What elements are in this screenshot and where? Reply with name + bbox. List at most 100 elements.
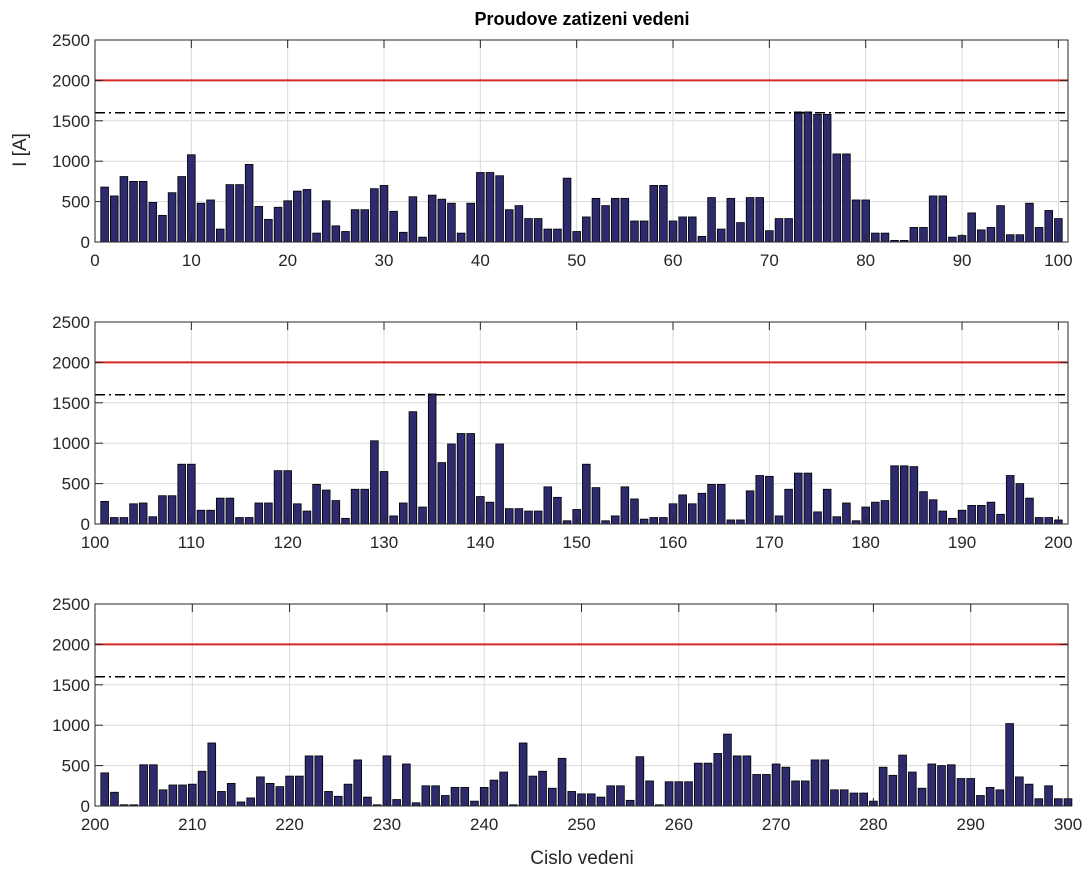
bar [321, 489, 331, 525]
y-tick-label: 0 [81, 515, 90, 534]
bar [908, 771, 917, 807]
bar [304, 755, 314, 807]
bar [392, 799, 401, 807]
bar [639, 518, 649, 525]
bar [312, 484, 321, 525]
bar [148, 202, 158, 243]
bar [235, 184, 244, 243]
bar [967, 212, 976, 243]
bar [851, 199, 861, 243]
bar [460, 787, 470, 807]
bar [321, 200, 331, 243]
bar [293, 190, 302, 243]
bar [610, 197, 620, 243]
bar [264, 502, 273, 525]
bar [601, 205, 610, 243]
bar [919, 227, 928, 243]
y-tick-label: 2000 [52, 353, 90, 372]
bar [244, 164, 254, 243]
bar [456, 232, 466, 243]
bar [938, 195, 948, 243]
bar [178, 784, 187, 807]
bar [937, 765, 946, 807]
bar [878, 766, 888, 807]
x-tick-label: 100 [81, 533, 109, 552]
bar [830, 789, 839, 807]
bar [235, 517, 244, 525]
bar [736, 222, 745, 243]
bar [813, 511, 822, 525]
bar [996, 513, 1005, 525]
bar [138, 180, 148, 243]
bar [899, 465, 909, 525]
bar [707, 197, 716, 243]
bar [678, 494, 687, 525]
bar [774, 515, 784, 525]
bar [781, 766, 791, 807]
bar [726, 519, 736, 525]
bar [553, 496, 562, 525]
bar [562, 177, 572, 243]
bar [389, 210, 398, 243]
bar [504, 209, 514, 243]
bar [927, 763, 937, 807]
bar [353, 759, 363, 807]
bar [645, 780, 654, 807]
bar [842, 153, 851, 243]
bar [402, 763, 411, 807]
bar [196, 509, 206, 525]
x-tick-label: 120 [273, 533, 301, 552]
bar [880, 232, 890, 243]
bar [707, 484, 716, 525]
bar [784, 218, 793, 243]
bar [697, 492, 707, 525]
bar [976, 795, 985, 807]
x-tick-label: 80 [856, 251, 875, 270]
y-tick-label: 1000 [52, 434, 90, 453]
bar [716, 484, 726, 525]
bar [703, 762, 713, 807]
bar [871, 232, 880, 243]
bar [129, 503, 138, 525]
bar [888, 774, 898, 807]
x-tick-label: 270 [762, 815, 790, 834]
bar [956, 778, 966, 807]
y-tick-label: 500 [62, 757, 90, 776]
bar [215, 497, 225, 525]
bar [370, 188, 379, 243]
bar [341, 517, 350, 525]
bar [324, 791, 333, 807]
bar [302, 189, 312, 243]
x-tick-label: 140 [466, 533, 494, 552]
bar [167, 495, 177, 525]
bar [370, 440, 379, 525]
bar [635, 756, 645, 807]
bar [1034, 227, 1044, 243]
x-tick-label: 20 [278, 251, 297, 270]
bar [1015, 483, 1025, 525]
bar [859, 792, 868, 807]
bar [293, 503, 302, 525]
bar [1025, 497, 1034, 525]
bar [314, 755, 324, 807]
bar [295, 775, 304, 807]
bar [639, 220, 649, 243]
bar [898, 754, 907, 807]
bar [755, 197, 764, 243]
bar [1005, 475, 1015, 525]
bar [849, 792, 859, 807]
x-tick-label: 280 [859, 815, 887, 834]
bar [236, 801, 246, 807]
y-tick-label: 500 [62, 193, 90, 212]
bar [302, 510, 312, 525]
bar [1005, 234, 1015, 243]
bar [996, 205, 1005, 243]
bar [977, 229, 986, 243]
y-tick-label: 0 [81, 797, 90, 816]
bar [948, 236, 957, 243]
bar [504, 508, 514, 525]
bar [399, 231, 408, 243]
bar [421, 785, 431, 807]
bar [742, 755, 752, 807]
bar [909, 466, 919, 525]
